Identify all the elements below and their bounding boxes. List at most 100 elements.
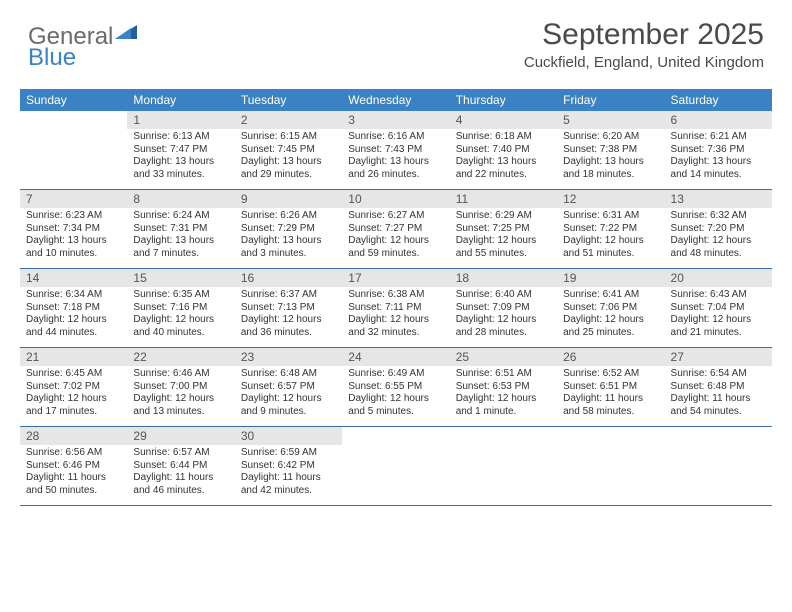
daylight-text: Daylight: 12 hours and 51 minutes.	[563, 235, 658, 260]
day-cell: 10Sunrise: 6:27 AMSunset: 7:27 PMDayligh…	[342, 190, 449, 268]
day-body: Sunrise: 6:13 AMSunset: 7:47 PMDaylight:…	[127, 129, 234, 185]
day-body: Sunrise: 6:18 AMSunset: 7:40 PMDaylight:…	[450, 129, 557, 185]
sunrise-text: Sunrise: 6:27 AM	[348, 210, 443, 223]
sunset-text: Sunset: 6:44 PM	[133, 460, 228, 473]
daylight-text: Daylight: 12 hours and 1 minute.	[456, 393, 551, 418]
sunset-text: Sunset: 7:09 PM	[456, 302, 551, 315]
day-header-row: SundayMondayTuesdayWednesdayThursdayFrid…	[20, 89, 772, 111]
day-number: 13	[665, 190, 772, 208]
sunrise-text: Sunrise: 6:34 AM	[26, 289, 121, 302]
day-body: Sunrise: 6:54 AMSunset: 6:48 PMDaylight:…	[665, 366, 772, 422]
daylight-text: Daylight: 11 hours and 58 minutes.	[563, 393, 658, 418]
day-number: 22	[127, 348, 234, 366]
daylight-text: Daylight: 12 hours and 13 minutes.	[133, 393, 228, 418]
day-body: Sunrise: 6:52 AMSunset: 6:51 PMDaylight:…	[557, 366, 664, 422]
day-body: Sunrise: 6:20 AMSunset: 7:38 PMDaylight:…	[557, 129, 664, 185]
day-body: Sunrise: 6:41 AMSunset: 7:06 PMDaylight:…	[557, 287, 664, 343]
daylight-text: Daylight: 12 hours and 55 minutes.	[456, 235, 551, 260]
weeks-container: 1Sunrise: 6:13 AMSunset: 7:47 PMDaylight…	[20, 111, 772, 506]
week-row: 21Sunrise: 6:45 AMSunset: 7:02 PMDayligh…	[20, 348, 772, 427]
day-cell: 11Sunrise: 6:29 AMSunset: 7:25 PMDayligh…	[450, 190, 557, 268]
title-block: September 2025 Cuckfield, England, Unite…	[524, 18, 764, 71]
day-cell: 8Sunrise: 6:24 AMSunset: 7:31 PMDaylight…	[127, 190, 234, 268]
day-cell: 18Sunrise: 6:40 AMSunset: 7:09 PMDayligh…	[450, 269, 557, 347]
week-row: 1Sunrise: 6:13 AMSunset: 7:47 PMDaylight…	[20, 111, 772, 190]
empty-day-cell	[20, 111, 127, 189]
sunset-text: Sunset: 7:31 PM	[133, 223, 228, 236]
sunset-text: Sunset: 6:53 PM	[456, 381, 551, 394]
week-row: 14Sunrise: 6:34 AMSunset: 7:18 PMDayligh…	[20, 269, 772, 348]
daylight-text: Daylight: 13 hours and 14 minutes.	[671, 156, 766, 181]
day-body: Sunrise: 6:23 AMSunset: 7:34 PMDaylight:…	[20, 208, 127, 264]
daylight-text: Daylight: 13 hours and 10 minutes.	[26, 235, 121, 260]
sunset-text: Sunset: 7:00 PM	[133, 381, 228, 394]
day-body: Sunrise: 6:59 AMSunset: 6:42 PMDaylight:…	[235, 445, 342, 501]
day-number: 18	[450, 269, 557, 287]
location-text: Cuckfield, England, United Kingdom	[524, 54, 764, 71]
day-number: 26	[557, 348, 664, 366]
daylight-text: Daylight: 12 hours and 48 minutes.	[671, 235, 766, 260]
day-header-wednesday: Wednesday	[342, 89, 449, 111]
day-body: Sunrise: 6:21 AMSunset: 7:36 PMDaylight:…	[665, 129, 772, 185]
sunrise-text: Sunrise: 6:40 AM	[456, 289, 551, 302]
day-number: 3	[342, 111, 449, 129]
day-number: 19	[557, 269, 664, 287]
sunrise-text: Sunrise: 6:16 AM	[348, 131, 443, 144]
day-cell: 29Sunrise: 6:57 AMSunset: 6:44 PMDayligh…	[127, 427, 234, 505]
sunset-text: Sunset: 7:40 PM	[456, 144, 551, 157]
logo-triangle-icon	[115, 18, 137, 46]
day-header-monday: Monday	[127, 89, 234, 111]
sunset-text: Sunset: 7:34 PM	[26, 223, 121, 236]
day-number: 20	[665, 269, 772, 287]
day-cell: 24Sunrise: 6:49 AMSunset: 6:55 PMDayligh…	[342, 348, 449, 426]
day-number: 15	[127, 269, 234, 287]
daylight-text: Daylight: 13 hours and 26 minutes.	[348, 156, 443, 181]
brand-part2: Blue	[28, 44, 76, 71]
month-title: September 2025	[524, 18, 764, 52]
daylight-text: Daylight: 13 hours and 18 minutes.	[563, 156, 658, 181]
day-cell: 1Sunrise: 6:13 AMSunset: 7:47 PMDaylight…	[127, 111, 234, 189]
sunset-text: Sunset: 6:51 PM	[563, 381, 658, 394]
day-number: 7	[20, 190, 127, 208]
day-cell: 19Sunrise: 6:41 AMSunset: 7:06 PMDayligh…	[557, 269, 664, 347]
day-number: 23	[235, 348, 342, 366]
day-number: 6	[665, 111, 772, 129]
sunset-text: Sunset: 6:42 PM	[241, 460, 336, 473]
day-cell: 25Sunrise: 6:51 AMSunset: 6:53 PMDayligh…	[450, 348, 557, 426]
daylight-text: Daylight: 13 hours and 33 minutes.	[133, 156, 228, 181]
sunrise-text: Sunrise: 6:29 AM	[456, 210, 551, 223]
sunrise-text: Sunrise: 6:31 AM	[563, 210, 658, 223]
sunset-text: Sunset: 7:20 PM	[671, 223, 766, 236]
sunset-text: Sunset: 7:29 PM	[241, 223, 336, 236]
day-number: 29	[127, 427, 234, 445]
sunrise-text: Sunrise: 6:24 AM	[133, 210, 228, 223]
sunrise-text: Sunrise: 6:26 AM	[241, 210, 336, 223]
daylight-text: Daylight: 13 hours and 3 minutes.	[241, 235, 336, 260]
day-cell: 23Sunrise: 6:48 AMSunset: 6:57 PMDayligh…	[235, 348, 342, 426]
day-header-sunday: Sunday	[20, 89, 127, 111]
sunset-text: Sunset: 7:16 PM	[133, 302, 228, 315]
day-header-friday: Friday	[557, 89, 664, 111]
day-number: 16	[235, 269, 342, 287]
sunset-text: Sunset: 6:55 PM	[348, 381, 443, 394]
day-cell: 28Sunrise: 6:56 AMSunset: 6:46 PMDayligh…	[20, 427, 127, 505]
day-number: 9	[235, 190, 342, 208]
sunset-text: Sunset: 7:04 PM	[671, 302, 766, 315]
day-number: 11	[450, 190, 557, 208]
day-number: 5	[557, 111, 664, 129]
day-number: 12	[557, 190, 664, 208]
sunset-text: Sunset: 7:11 PM	[348, 302, 443, 315]
day-number: 2	[235, 111, 342, 129]
sunrise-text: Sunrise: 6:35 AM	[133, 289, 228, 302]
sunset-text: Sunset: 7:36 PM	[671, 144, 766, 157]
empty-day-cell	[557, 427, 664, 505]
sunrise-text: Sunrise: 6:13 AM	[133, 131, 228, 144]
day-cell: 3Sunrise: 6:16 AMSunset: 7:43 PMDaylight…	[342, 111, 449, 189]
sunset-text: Sunset: 7:38 PM	[563, 144, 658, 157]
sunset-text: Sunset: 7:27 PM	[348, 223, 443, 236]
day-number: 4	[450, 111, 557, 129]
sunrise-text: Sunrise: 6:56 AM	[26, 447, 121, 460]
day-body: Sunrise: 6:24 AMSunset: 7:31 PMDaylight:…	[127, 208, 234, 264]
day-cell: 9 Sunrise: 6:26 AMSunset: 7:29 PMDaylight…	[235, 190, 342, 268]
sunrise-text: Sunrise: 6:21 AM	[671, 131, 766, 144]
